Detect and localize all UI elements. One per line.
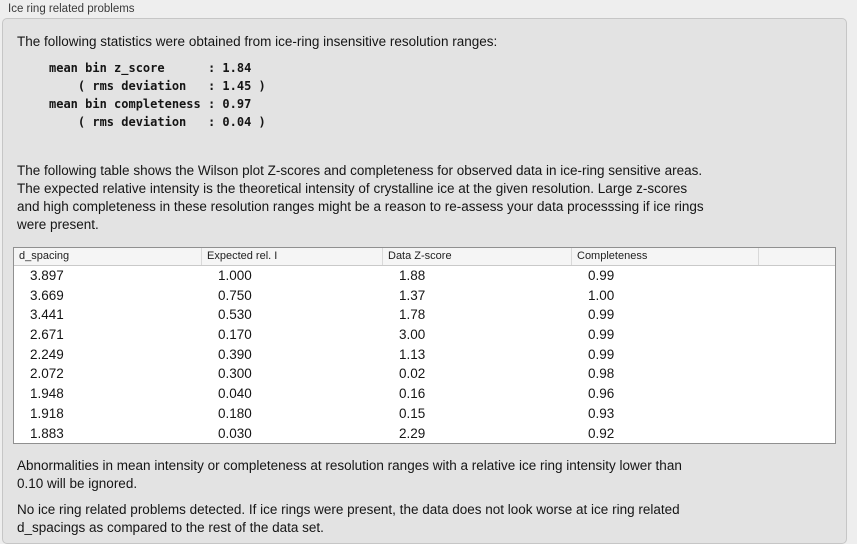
table-cell: 0.170: [218, 327, 252, 343]
ice-ring-table[interactable]: d_spacing Expected rel. I Data Z-score Comp…: [13, 247, 836, 445]
table-cell: [759, 325, 835, 345]
table-cell: 0.16: [399, 386, 426, 402]
table-header: d_spacing Expected rel. I Data Z-score Comp…: [14, 248, 835, 266]
table-cell: 0.98: [588, 366, 615, 382]
table-cell: 1.00: [588, 287, 615, 303]
table-cell: [759, 424, 835, 444]
table-cell: 0.750: [218, 287, 252, 303]
table-description: The following table shows the Wilson plo…: [17, 163, 704, 232]
table-cell: [759, 345, 835, 365]
table-cell: 1.37: [399, 287, 426, 303]
table-cell: 0.02: [399, 366, 426, 382]
ignore-note: Abnormalities in mean intensity or compl…: [17, 458, 682, 492]
table-cell: [759, 266, 835, 286]
table-cell: 1.948: [30, 386, 64, 402]
table-cell: 3.00: [399, 327, 426, 343]
table-cell: 3.669: [30, 287, 64, 303]
column-header[interactable]: Data Z-score: [383, 248, 572, 265]
intro-text: The following statistics were obtained f…: [17, 34, 498, 49]
stats-block: mean bin z_score : 1.84 ( rms deviation …: [49, 61, 266, 129]
table-cell: 0.300: [218, 366, 252, 382]
table-row[interactable]: 1.918 0.180 0.15 0.93: [14, 403, 835, 424]
ice-ring-panel: The following statistics were obtained f…: [2, 18, 847, 544]
table-cell: 0.99: [588, 346, 615, 362]
table-cell: 0.180: [218, 405, 252, 421]
table-cell: 2.249: [30, 346, 64, 362]
table-cell: 0.92: [588, 425, 615, 441]
table-cell: 0.15: [399, 405, 426, 421]
table-cell: [759, 384, 835, 404]
table-cell: 1.883: [30, 425, 64, 441]
table-cell: 3.441: [30, 307, 64, 323]
table-cell: 0.030: [218, 425, 252, 441]
table-cell: 0.99: [588, 307, 615, 323]
table-cell: 1.13: [399, 346, 426, 362]
table-cell: 2.671: [30, 327, 64, 343]
table-cell: 0.390: [218, 346, 252, 362]
table-row[interactable]: 2.249 0.390 1.13 0.99: [14, 344, 835, 365]
table-cell: 0.040: [218, 386, 252, 402]
table-cell: [759, 305, 835, 325]
conclusion-text: No ice ring related problems detected. I…: [17, 502, 680, 536]
table-row[interactable]: 2.072 0.300 0.02 0.98: [14, 364, 835, 385]
table-row[interactable]: 3.441 0.530 1.78 0.99: [14, 305, 835, 326]
table-cell: 2.072: [30, 366, 64, 382]
column-header[interactable]: Completeness: [572, 248, 759, 265]
table-cell: 0.96: [588, 386, 615, 402]
column-header[interactable]: d_spacing: [14, 248, 202, 265]
table-cell: 3.897: [30, 268, 64, 283]
table-body: 3.897 1.000 1.88 0.99 3.669 0.750 1.37 1.00 3.44…: [14, 266, 835, 444]
table-cell: 0.93: [588, 405, 615, 421]
table-row[interactable]: 3.897 1.000 1.88 0.99: [14, 266, 835, 286]
table-cell: [759, 364, 835, 384]
table-cell: 0.530: [218, 307, 252, 323]
column-header[interactable]: [759, 248, 835, 265]
table-row[interactable]: 3.669 0.750 1.37 1.00: [14, 285, 835, 306]
table-cell: 1.88: [399, 268, 426, 283]
table-cell: 1.000: [218, 268, 252, 283]
table-cell: 1.918: [30, 405, 64, 421]
table-cell: [759, 286, 835, 306]
spacer: [17, 131, 832, 162]
table-cell: 2.29: [399, 425, 426, 441]
table-cell: 1.78: [399, 307, 426, 323]
table-row[interactable]: 2.671 0.170 3.00 0.99: [14, 325, 835, 345]
column-header[interactable]: Expected rel. I: [202, 248, 383, 265]
table-row[interactable]: 1.948 0.040 0.16 0.96: [14, 384, 835, 404]
table-cell: [759, 404, 835, 424]
table-cell: 0.99: [588, 268, 615, 283]
table-cell: 0.99: [588, 327, 615, 343]
table-row[interactable]: 1.883 0.030 2.29 0.92: [14, 423, 835, 444]
panel-title: Ice ring related problems: [8, 3, 135, 15]
